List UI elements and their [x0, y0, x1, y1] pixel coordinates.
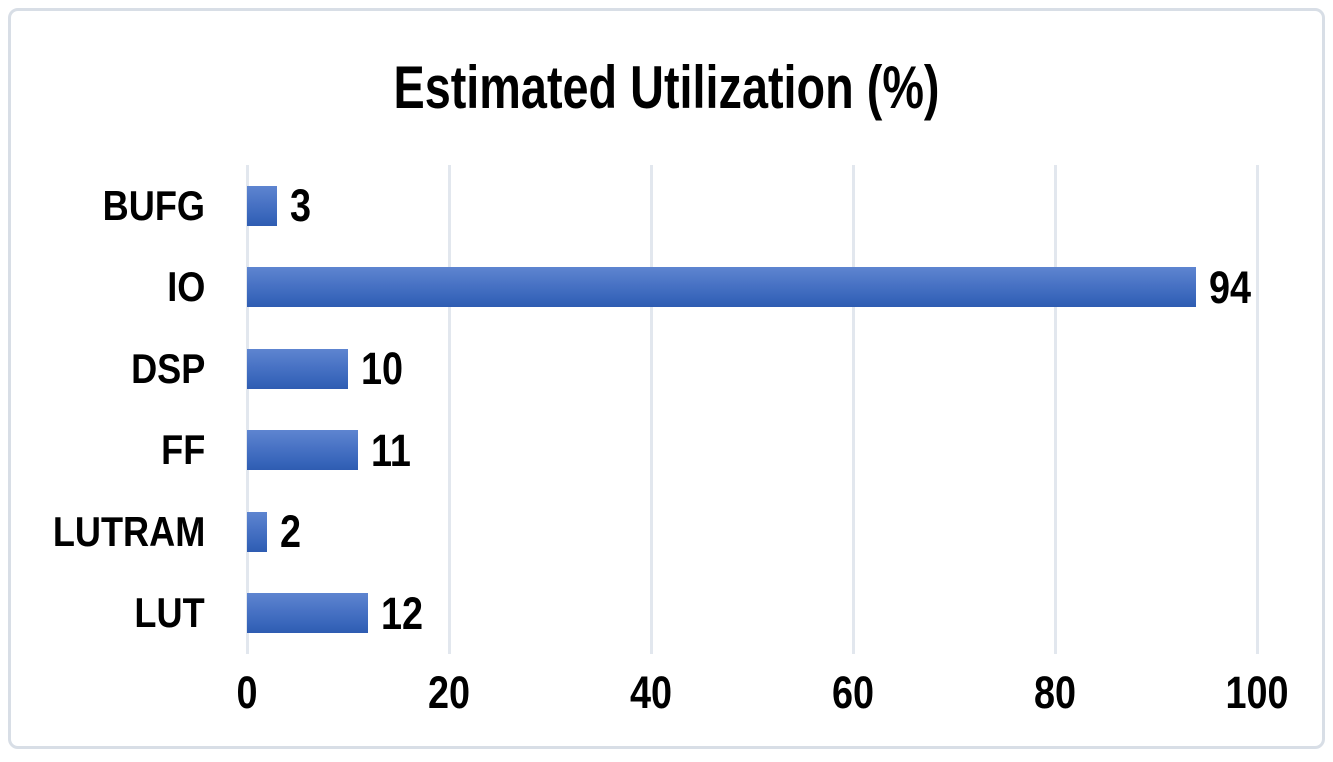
bar-row-lutram: 2	[247, 491, 1257, 573]
bar-value-label: 2	[280, 506, 302, 558]
gridline-40	[650, 165, 653, 654]
chart-frame: Estimated Utilization (%) 3 94 10	[8, 8, 1325, 749]
bar-rows: 3 94 10 11 2	[247, 165, 1257, 654]
bar-ff	[247, 430, 359, 471]
category-label-bufg: BUFG	[102, 181, 205, 229]
bar-value-label: 10	[361, 343, 404, 395]
x-tick-0: 0	[236, 667, 258, 718]
category-label-ff: FF	[160, 426, 205, 474]
bar-row-ff: 11	[247, 410, 1257, 492]
category-label-dsp: DSP	[130, 344, 205, 392]
x-tick-80: 80	[1033, 667, 1077, 718]
category-label-lut: LUT	[134, 589, 205, 637]
bar-row-io: 94	[247, 247, 1257, 329]
bar-dsp	[247, 348, 348, 389]
bar-value-label: 3	[290, 180, 312, 232]
plot-area: 3 94 10 11 2	[246, 165, 1259, 654]
y-axis-category-labels: BUFG IO DSP FF LUTRAM LUT	[11, 165, 205, 654]
gridline-100	[1256, 165, 1259, 654]
gridline-0	[246, 165, 249, 654]
bar-value-label: 12	[381, 587, 424, 639]
x-tick-60: 60	[831, 667, 875, 718]
bar-lutram	[247, 511, 268, 552]
bar-value-label: 11	[371, 424, 412, 476]
x-tick-100: 100	[1225, 667, 1289, 718]
bar-bufg	[247, 185, 278, 226]
category-label-lutram: LUTRAM	[52, 507, 205, 555]
bar-lut	[247, 593, 369, 634]
bar-row-dsp: 10	[247, 328, 1257, 410]
category-label-io: IO	[166, 263, 205, 311]
bar-io	[247, 267, 1197, 308]
bar-row-bufg: 3	[247, 165, 1257, 247]
x-tick-20: 20	[427, 667, 471, 718]
chart-title: Estimated Utilization (%)	[393, 54, 940, 121]
gridline-20	[448, 165, 451, 654]
gridline-80	[1054, 165, 1057, 654]
x-axis-tick-labels: 0 20 40 60 80 100	[236, 667, 1288, 730]
gridline-60	[852, 165, 855, 654]
bar-value-label: 94	[1209, 261, 1252, 313]
x-tick-40: 40	[629, 667, 673, 718]
bar-row-lut: 12	[247, 573, 1257, 655]
